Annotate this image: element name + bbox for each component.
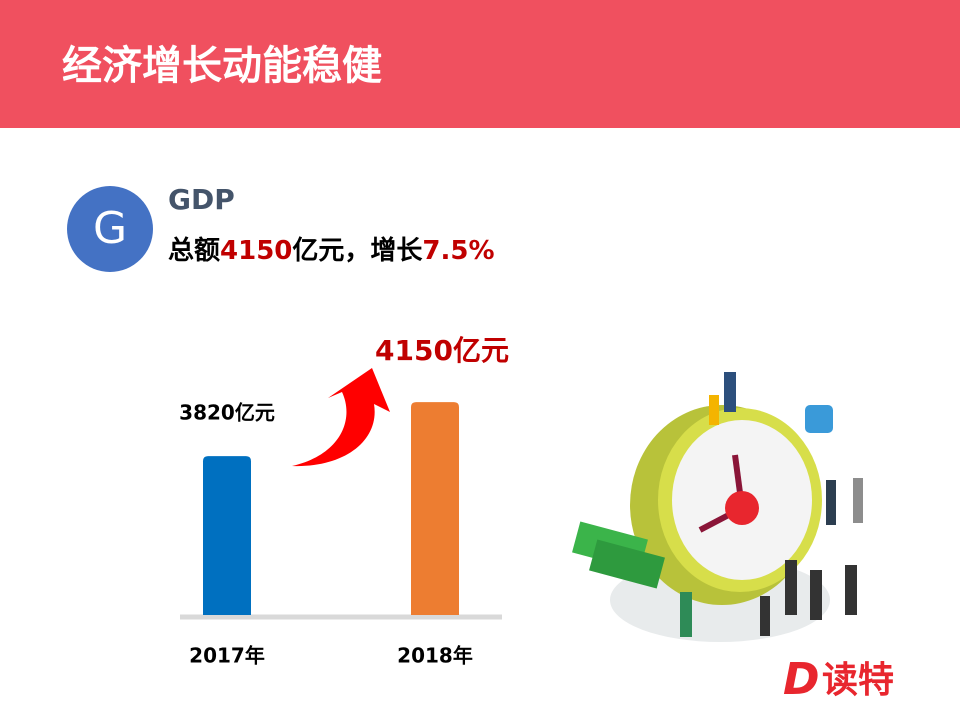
summary-text: 总额: [168, 236, 220, 266]
person: [724, 372, 736, 412]
logo-mark: D: [783, 654, 820, 705]
illustration: [572, 372, 863, 642]
bar: [411, 402, 459, 615]
header-band: [0, 0, 960, 128]
category-label: 2017年: [189, 644, 265, 668]
badge-letter: G: [93, 203, 127, 254]
person: [760, 596, 770, 636]
slide-title: 经济增长动能稳健: [62, 43, 382, 89]
category-label: 2018年: [397, 644, 473, 668]
bar-chart: 3820亿元 2017年 4150亿元 2018年: [179, 334, 509, 667]
summary-line: 总额4150亿元，增长7.5%: [168, 235, 495, 266]
value-label: 4150亿元: [375, 334, 509, 367]
value-label: 3820亿元: [179, 401, 275, 425]
person: [845, 565, 857, 615]
person: [680, 592, 692, 637]
growth-arrow: [292, 368, 390, 467]
badge-circle: [67, 186, 153, 272]
person: [853, 478, 863, 523]
bar: [203, 456, 251, 615]
clock-center: [725, 491, 759, 525]
person: [709, 395, 719, 425]
person: [810, 570, 822, 620]
chat-icon: [805, 405, 833, 433]
person: [826, 480, 836, 525]
summary-highlight: 4150: [220, 236, 292, 266]
person: [785, 560, 797, 615]
summary-label: GDP: [168, 183, 235, 216]
summary-highlight: 7.5%: [422, 236, 494, 266]
summary-text: 亿元，增长: [292, 235, 423, 266]
logo-text: 读特: [822, 660, 894, 701]
money: [589, 539, 665, 589]
